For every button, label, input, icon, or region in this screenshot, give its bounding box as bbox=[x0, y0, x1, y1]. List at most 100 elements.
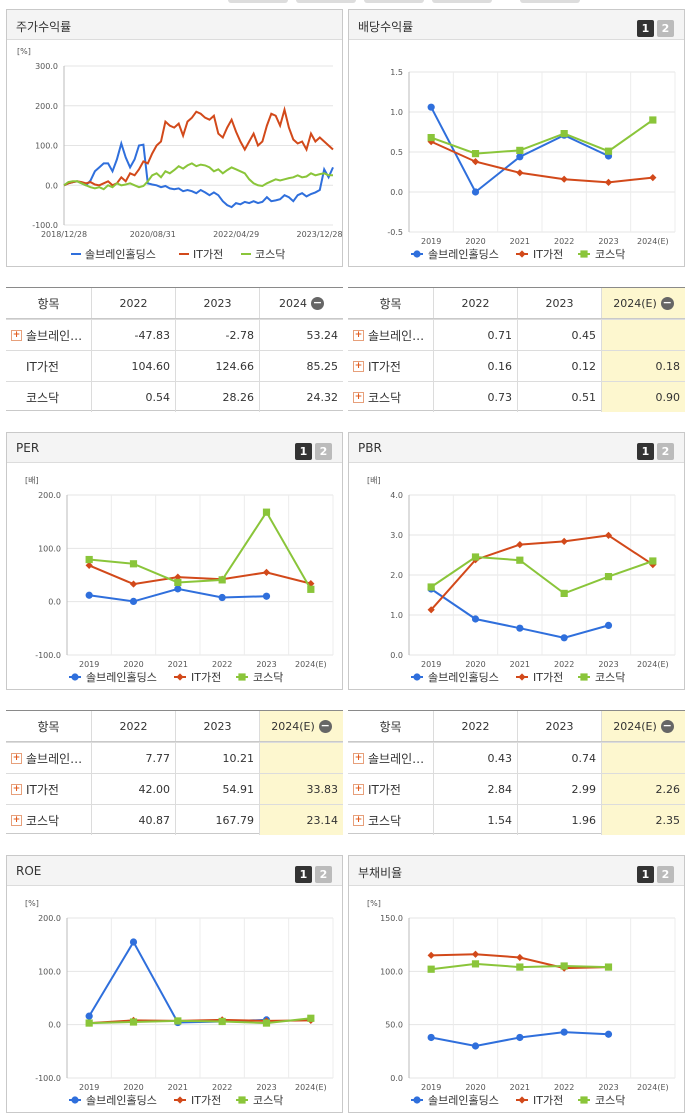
row-label-cell[interactable]: + IT가전 bbox=[348, 774, 433, 804]
data-point bbox=[471, 1042, 480, 1050]
data-point bbox=[427, 134, 435, 142]
legend-marker bbox=[518, 673, 526, 681]
chart-legend: 솔브레인홀딩스 IT가전 코스닥 bbox=[411, 671, 625, 684]
row-label-cell[interactable]: IT가전 bbox=[6, 351, 91, 381]
expand-plus-icon[interactable]: + bbox=[353, 814, 364, 826]
chart-axes: 4.0 3.0 2.0 1.0 0.0 bbox=[390, 491, 675, 660]
y-tick-label: 4.0 bbox=[390, 491, 403, 500]
data-point bbox=[427, 583, 435, 591]
tab-2-button[interactable]: 2 bbox=[657, 866, 674, 883]
tab-1-button[interactable]: 1 bbox=[637, 443, 654, 460]
collapse-icon[interactable]: − bbox=[660, 295, 674, 310]
expand-plus-icon[interactable]: + bbox=[11, 752, 22, 764]
chart-legend: 솔브레인홀딩스 IT가전 코스닥 bbox=[69, 671, 283, 684]
legend-label: IT가전 bbox=[191, 1094, 221, 1107]
x-tick-label: 2019 bbox=[79, 1083, 99, 1092]
y-tick-label: 100.0 bbox=[380, 967, 403, 976]
row-label: IT가전 bbox=[368, 359, 401, 374]
x-tick-label: 2024(E) bbox=[295, 660, 327, 669]
row-label-cell[interactable]: + 솔브레인… bbox=[348, 320, 433, 350]
collapse-icon[interactable]: − bbox=[660, 718, 674, 733]
pbr-chart: 4.0 3.0 2.0 1.0 0.0 [배] 2019 2020 2021 2022 2023 20… bbox=[367, 476, 676, 684]
y-tick-label: 300.0 bbox=[35, 62, 58, 71]
data-point bbox=[262, 508, 271, 516]
legend-label: IT가전 bbox=[533, 248, 563, 261]
table-cell: 0.73 bbox=[433, 382, 517, 412]
legend-marker bbox=[413, 250, 421, 258]
x-tick-label: 2018/12/28 bbox=[41, 230, 87, 239]
tab-1-button[interactable]: 1 bbox=[295, 866, 312, 883]
row-label-cell[interactable]: + IT가전 bbox=[348, 351, 433, 381]
row-label: 코스닥 bbox=[26, 813, 60, 828]
dividend-table: 항목 2022 2023 2024(E) − + 솔브레인… 0.71 0.45 + IT가전 0.1… bbox=[348, 287, 685, 412]
tab-2-button[interactable]: 2 bbox=[657, 20, 674, 37]
data-point bbox=[604, 147, 613, 155]
collapse-icon[interactable]: − bbox=[311, 295, 324, 310]
y-tick-label: 0.5 bbox=[390, 148, 403, 157]
tab-1-button[interactable]: 1 bbox=[637, 20, 654, 37]
unit-label: [%] bbox=[367, 899, 381, 908]
x-tick-label: 2024(E) bbox=[637, 660, 669, 669]
table-cell: 2.35 bbox=[601, 805, 685, 835]
x-tick-label: 2021 bbox=[168, 660, 188, 669]
row-label-cell[interactable]: 코스닥 bbox=[6, 382, 91, 412]
x-tick-label: 2021 bbox=[510, 237, 530, 246]
expand-plus-icon[interactable]: + bbox=[11, 329, 22, 341]
table-cell bbox=[259, 743, 343, 773]
legend-label: 솔브레인홀딩스 bbox=[428, 671, 499, 684]
row-label: 솔브레인… bbox=[26, 751, 83, 766]
table-row: + 솔브레인… 7.77 10.21 bbox=[6, 742, 343, 773]
series-line bbox=[63, 162, 333, 191]
table-cell: 167.79 bbox=[175, 805, 259, 835]
expand-plus-icon[interactable]: + bbox=[353, 783, 364, 795]
tab-2-button[interactable]: 2 bbox=[315, 443, 332, 460]
table-cell: 0.71 bbox=[433, 320, 517, 350]
tab-2-button[interactable]: 2 bbox=[657, 443, 674, 460]
y-tick-label: 1.5 bbox=[390, 68, 403, 77]
table-cell bbox=[601, 743, 685, 773]
legend-label: 코스닥 bbox=[595, 671, 625, 684]
row-label-cell[interactable]: + 솔브레인… bbox=[348, 743, 433, 773]
expand-plus-icon[interactable]: + bbox=[353, 752, 364, 764]
row-label: 코스닥 bbox=[368, 390, 402, 405]
row-label: 코스닥 bbox=[26, 390, 60, 405]
data-point bbox=[129, 597, 138, 605]
data-point bbox=[604, 573, 613, 581]
table-cell: 40.87 bbox=[91, 805, 175, 835]
row-label-cell[interactable]: + IT가전 bbox=[6, 774, 91, 804]
legend-label: 솔브레인홀딩스 bbox=[86, 1094, 157, 1107]
table-header-cell: 2022 bbox=[433, 711, 517, 741]
expand-plus-icon[interactable]: + bbox=[353, 329, 364, 341]
unit-label: [%] bbox=[25, 899, 39, 908]
legend-label: 코스닥 bbox=[595, 248, 625, 261]
row-label-cell[interactable]: + 코스닥 bbox=[6, 805, 91, 835]
data-point bbox=[174, 578, 182, 587]
legend-marker bbox=[413, 673, 421, 681]
tab-1-button[interactable]: 1 bbox=[295, 443, 312, 460]
legend-label: IT가전 bbox=[191, 671, 221, 684]
data-point bbox=[85, 591, 93, 599]
expand-plus-icon[interactable]: + bbox=[353, 391, 364, 403]
row-label-cell[interactable]: + 솔브레인… bbox=[6, 743, 91, 773]
table-header-row: 항목 2022 2023 2024(E) − bbox=[6, 711, 343, 742]
row-label-cell[interactable]: + 코스닥 bbox=[348, 382, 433, 412]
x-tick-label: 2024(E) bbox=[637, 237, 669, 246]
tab-1-button[interactable]: 1 bbox=[637, 866, 654, 883]
data-point bbox=[560, 962, 568, 970]
expand-plus-icon[interactable]: + bbox=[353, 360, 364, 372]
series-line bbox=[430, 534, 654, 611]
row-label: 코스닥 bbox=[368, 813, 402, 828]
row-label: IT가전 bbox=[368, 782, 401, 797]
legend-label: IT가전 bbox=[533, 1094, 563, 1107]
y-tick-label: 0.0 bbox=[390, 1074, 403, 1083]
tab-2-button[interactable]: 2 bbox=[315, 866, 332, 883]
collapse-icon[interactable]: − bbox=[318, 718, 332, 733]
legend-label: 솔브레인홀딩스 bbox=[428, 1094, 499, 1107]
legend-label: 코스닥 bbox=[595, 1094, 625, 1107]
expand-plus-icon[interactable]: + bbox=[11, 783, 22, 795]
row-label-cell[interactable]: + 코스닥 bbox=[348, 805, 433, 835]
data-point bbox=[218, 593, 226, 602]
row-label-cell[interactable]: + 솔브레인… bbox=[6, 320, 91, 350]
expand-plus-icon[interactable]: + bbox=[11, 814, 22, 826]
table-header-cell: 2023 bbox=[175, 711, 259, 741]
